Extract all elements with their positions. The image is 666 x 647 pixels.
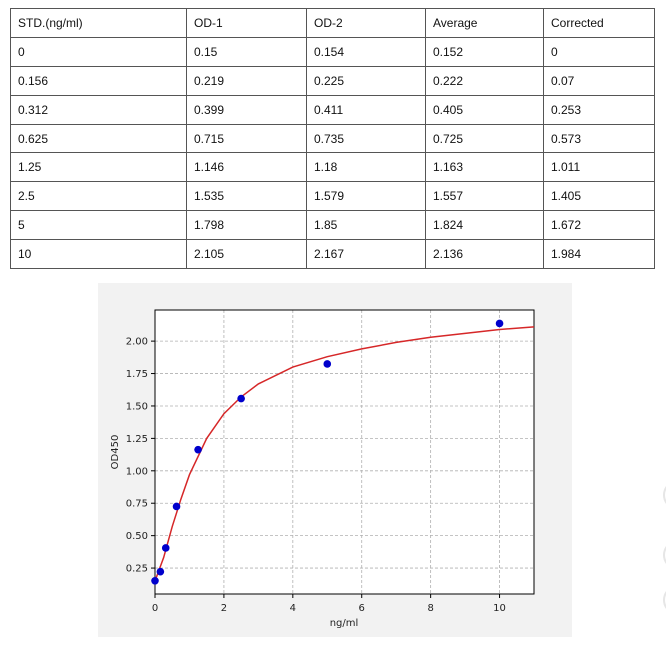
y-tick-label: 1.50 bbox=[126, 401, 148, 412]
plot-area bbox=[155, 310, 534, 594]
cell: 0.405 bbox=[425, 94, 544, 125]
table-row: 10 2.105 2.167 2.136 1.984 bbox=[10, 239, 655, 270]
cell: 0.715 bbox=[186, 123, 307, 154]
table-row: 5 1.798 1.85 1.824 1.672 bbox=[10, 210, 655, 241]
x-tick-label: 8 bbox=[427, 603, 433, 614]
table-row: 0 0.15 0.154 0.152 0 bbox=[10, 36, 655, 67]
cell: 2.105 bbox=[186, 239, 307, 270]
cell: STD.(ng/ml) bbox=[10, 8, 187, 38]
table-row: 0.625 0.715 0.735 0.725 0.573 bbox=[10, 123, 655, 154]
data-point bbox=[172, 502, 181, 511]
y-tick-label: 1.00 bbox=[126, 466, 148, 477]
y-tick-label: 0.50 bbox=[126, 531, 148, 542]
table-row: 2.5 1.535 1.579 1.557 1.405 bbox=[10, 181, 655, 212]
table-row: 1.25 1.146 1.18 1.163 1.011 bbox=[10, 152, 655, 183]
decoration bbox=[663, 591, 666, 609]
y-tick-label: 1.75 bbox=[126, 369, 148, 380]
y-tick-label: 1.25 bbox=[126, 434, 148, 445]
x-tick-label: 0 bbox=[152, 603, 158, 614]
x-axis-label: ng/ml bbox=[330, 618, 359, 629]
cell: 10 bbox=[10, 239, 187, 270]
cell: 1.011 bbox=[543, 152, 655, 183]
data-point bbox=[194, 445, 202, 454]
header-row: STD.(ng/ml) OD-1 OD-2 Average Corrected bbox=[10, 8, 655, 38]
cell: 1.798 bbox=[186, 210, 307, 241]
cell: 1.557 bbox=[425, 181, 544, 212]
cell: Corrected bbox=[543, 8, 655, 38]
data-point bbox=[151, 576, 159, 585]
table-row: 0.312 0.399 0.411 0.405 0.253 bbox=[10, 94, 655, 125]
data-table: STD.(ng/ml) OD-1 OD-2 Average Corrected 0 0.15… bbox=[10, 8, 655, 270]
data-point bbox=[323, 360, 332, 368]
plot-frame bbox=[154, 309, 535, 595]
cell: 0.399 bbox=[186, 94, 307, 125]
cell: 0.156 bbox=[10, 65, 187, 96]
decoration bbox=[663, 486, 666, 504]
cell: 1.18 bbox=[306, 152, 426, 183]
table-row: 0.156 0.219 0.225 0.222 0.07 bbox=[10, 65, 655, 96]
data-point bbox=[237, 394, 245, 403]
data-point bbox=[161, 544, 170, 552]
data-point bbox=[495, 319, 504, 328]
data-point bbox=[156, 567, 165, 576]
y-tick-label: 0.25 bbox=[126, 564, 148, 575]
x-tick-label: 4 bbox=[290, 603, 296, 614]
cell: 1.85 bbox=[306, 210, 426, 241]
decoration bbox=[663, 546, 666, 564]
cell: 0.625 bbox=[10, 123, 187, 154]
cell: 1.672 bbox=[543, 210, 655, 241]
x-tick-label: 10 bbox=[493, 603, 506, 614]
cell: 0.735 bbox=[306, 123, 426, 154]
cell: 2.167 bbox=[306, 239, 426, 270]
y-tick-label: 0.75 bbox=[126, 499, 148, 510]
x-tick-label: 6 bbox=[359, 603, 365, 614]
cell: Average bbox=[425, 8, 544, 38]
y-tick-label: 2.00 bbox=[126, 337, 148, 348]
cell: 0.154 bbox=[306, 36, 426, 67]
cell: 0.222 bbox=[425, 65, 544, 96]
y-axis-label: OD450 bbox=[110, 435, 121, 470]
cell: 1.163 bbox=[425, 152, 544, 183]
cell: 0.15 bbox=[186, 36, 307, 67]
cell: 0.725 bbox=[425, 123, 544, 154]
x-tick-label: 2 bbox=[221, 603, 227, 614]
cell: OD-1 bbox=[186, 8, 307, 38]
cell: 1.984 bbox=[543, 239, 655, 270]
cell: 2.136 bbox=[425, 239, 544, 270]
